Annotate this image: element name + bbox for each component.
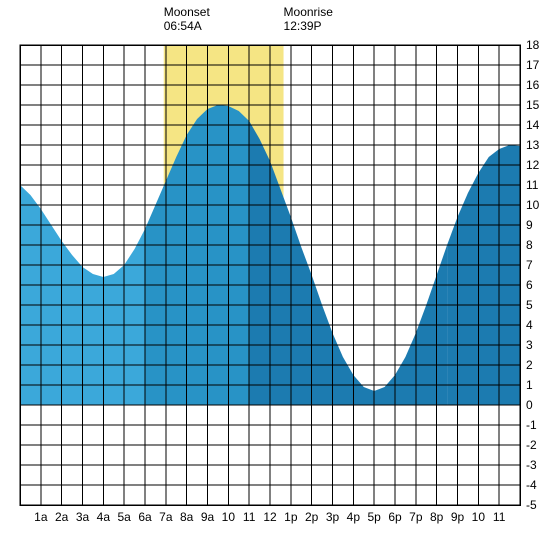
x-tick-label: 2a	[55, 510, 69, 524]
y-tick-label: 15	[526, 98, 540, 112]
y-tick-label: 17	[526, 58, 540, 72]
y-tick-label: -2	[526, 438, 537, 452]
x-tick-label: 9a	[201, 510, 215, 524]
moon-event-time: 06:54A	[164, 19, 202, 33]
y-tick-label: 7	[526, 258, 533, 272]
x-tick-label: 5a	[117, 510, 131, 524]
y-tick-label: 3	[526, 338, 533, 352]
y-tick-label: 6	[526, 278, 533, 292]
x-tick-label: 1p	[284, 510, 298, 524]
y-tick-label: 11	[526, 178, 539, 192]
tide-chart: -5-4-3-2-101234567891011121314151617181a…	[0, 0, 550, 550]
y-tick-label: -1	[526, 418, 537, 432]
x-tick-label: 7a	[159, 510, 173, 524]
moon-event-title: Moonset	[164, 5, 211, 19]
y-tick-label: 14	[526, 118, 540, 132]
x-tick-label: 6a	[138, 510, 152, 524]
x-tick-label: 2p	[305, 510, 319, 524]
y-tick-label: 0	[526, 398, 533, 412]
x-tick-label: 7p	[409, 510, 423, 524]
x-tick-label: 1a	[34, 510, 48, 524]
x-tick-label: 8a	[180, 510, 194, 524]
x-tick-label: 6p	[388, 510, 402, 524]
y-tick-label: 5	[526, 298, 533, 312]
chart-svg: -5-4-3-2-101234567891011121314151617181a…	[0, 0, 550, 550]
x-tick-label: 9p	[451, 510, 465, 524]
y-tick-label: -4	[526, 478, 537, 492]
y-tick-label: -3	[526, 458, 537, 472]
y-tick-label: 2	[526, 358, 533, 372]
y-tick-label: 1	[526, 378, 533, 392]
x-tick-label: 10	[222, 510, 236, 524]
x-tick-label: 12	[263, 510, 277, 524]
y-tick-label: 4	[526, 318, 533, 332]
moon-event-time: 12:39P	[284, 19, 322, 33]
y-tick-label: -5	[526, 498, 537, 512]
x-tick-label: 4p	[347, 510, 361, 524]
x-tick-label: 11	[493, 510, 506, 524]
y-tick-label: 8	[526, 238, 533, 252]
x-tick-label: 8p	[430, 510, 444, 524]
y-tick-label: 9	[526, 218, 533, 232]
y-tick-label: 10	[526, 198, 540, 212]
y-tick-label: 13	[526, 138, 540, 152]
moon-event-title: Moonrise	[284, 5, 334, 19]
y-tick-label: 16	[526, 78, 540, 92]
y-tick-label: 18	[526, 38, 540, 52]
x-tick-label: 10	[472, 510, 486, 524]
x-tick-label: 3a	[76, 510, 90, 524]
x-tick-label: 4a	[97, 510, 111, 524]
x-tick-label: 5p	[367, 510, 381, 524]
x-tick-label: 11	[243, 510, 256, 524]
y-tick-label: 12	[526, 158, 540, 172]
x-tick-label: 3p	[326, 510, 340, 524]
